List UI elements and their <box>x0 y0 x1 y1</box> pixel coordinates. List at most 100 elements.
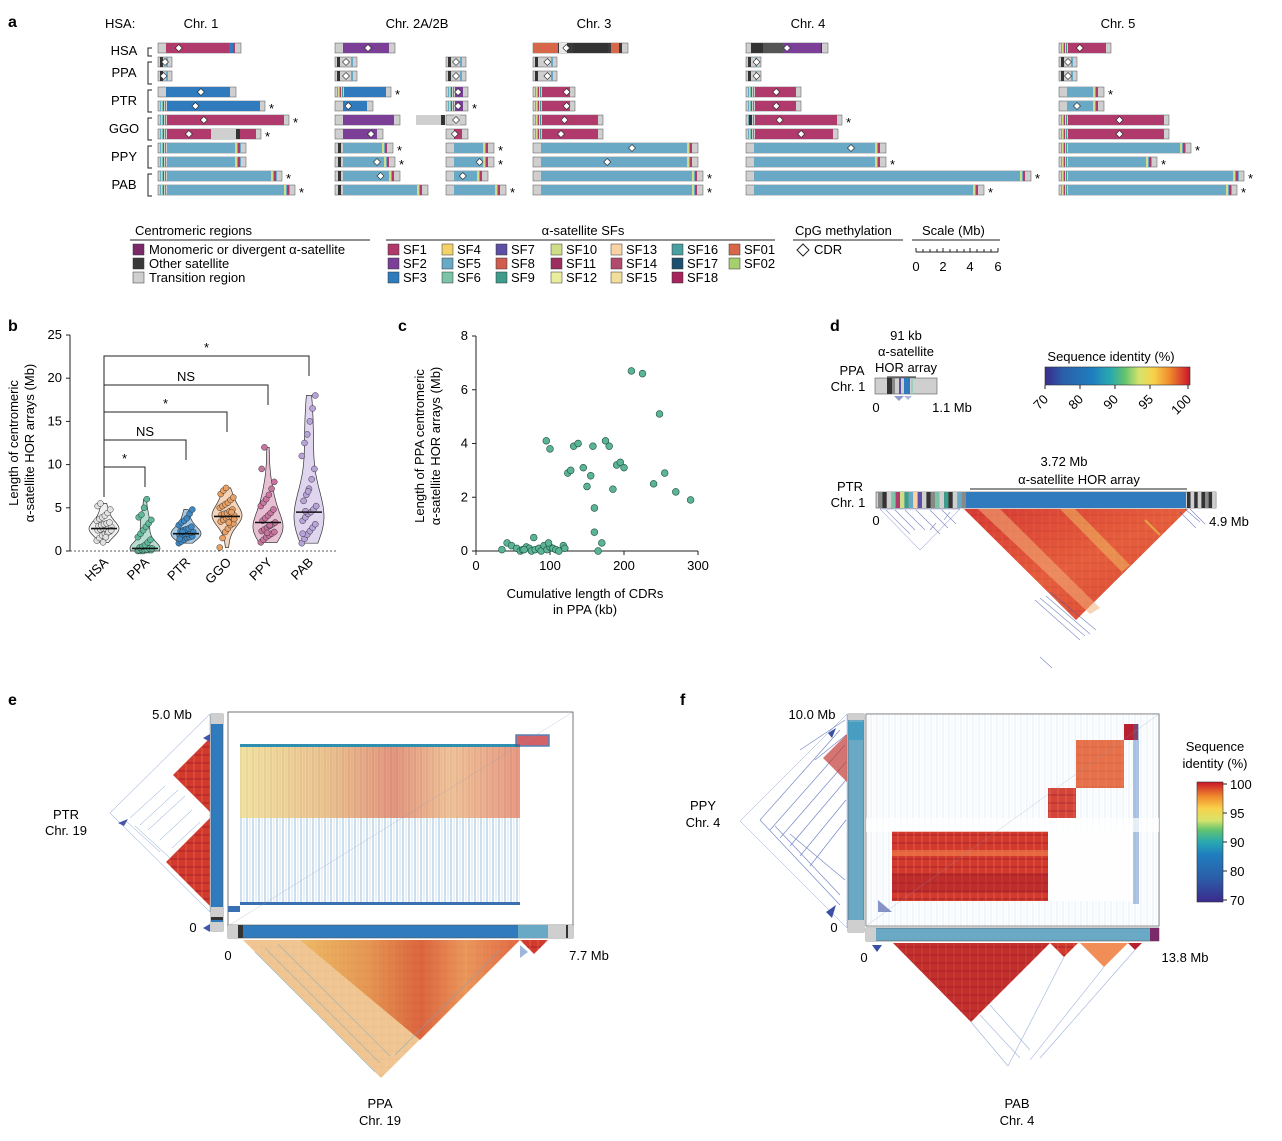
f-xmax: 13.8 Mb <box>1162 950 1209 965</box>
violin-point <box>97 500 104 507</box>
scatter-point <box>520 545 528 554</box>
legend-sf-item: SF3 <box>387 270 427 285</box>
violin-ggo: GGO <box>202 484 243 587</box>
cdr-diamond-icon <box>603 158 612 166</box>
b-sig-bracket <box>103 411 228 442</box>
significance-star: * <box>890 157 895 172</box>
legend-sf-swatch <box>550 271 563 284</box>
violin-point <box>301 439 308 447</box>
panel-c-xlabel-2: in PPA (kb) <box>553 602 617 617</box>
legend-item-other-satellite: Other satellite <box>149 256 229 271</box>
c-ytick-label: 0 <box>461 543 468 558</box>
d-ptr-array-label-2: α-satellite HOR array <box>1018 472 1140 487</box>
chromosome-bar <box>745 128 839 140</box>
f-colorbar <box>1196 781 1224 903</box>
chromosome-bar <box>334 100 374 112</box>
species-bracket <box>147 145 152 169</box>
legend-sf-swatch <box>610 243 623 256</box>
legend-sf-label: SF14 <box>626 256 657 271</box>
scatter-point <box>627 367 636 375</box>
chromosome-bar <box>1058 170 1245 182</box>
scatter-point <box>655 410 664 418</box>
legend-sf-swatch <box>387 243 400 256</box>
scatter-point <box>546 445 554 453</box>
violin-point <box>138 511 145 518</box>
violin-point <box>299 530 306 537</box>
violin-point <box>312 392 319 399</box>
chromosome-bar <box>157 170 283 182</box>
f-pab-bar <box>865 927 1160 942</box>
panel-c-ylabel-1: Length of PPA centromeric <box>412 369 427 523</box>
cdr-diamond-icon <box>543 58 552 66</box>
violin-pab: PAB <box>288 392 325 583</box>
b-sig-label: * <box>204 340 209 355</box>
c-ytick-label: 4 <box>461 436 468 451</box>
f-ppy-label-1: PPY <box>690 798 716 813</box>
chr-header-2: Chr. 2A/2B <box>386 16 449 31</box>
scatter-point <box>586 472 595 480</box>
cdr-diamond-icon <box>342 72 350 80</box>
chromosome-bar <box>532 42 629 54</box>
legend-sf-item: SF15 <box>610 270 657 285</box>
scatter-point <box>605 442 613 450</box>
chromosome-bar <box>745 170 1032 182</box>
scatter-point <box>660 469 669 477</box>
cdr-diamond-icon <box>159 72 168 80</box>
e-ppa-bar <box>227 924 574 939</box>
chromosome-bar <box>157 142 247 154</box>
legend-sf-swatch <box>610 257 623 270</box>
chromosome-bar <box>334 70 358 82</box>
legend-sf-swatch <box>387 257 400 270</box>
chromosome-bar <box>745 114 843 126</box>
significance-star: * <box>1241 185 1246 200</box>
d-ppa-start: 0 <box>872 400 879 415</box>
f-colorbar-tick-label: 70 <box>1230 893 1244 908</box>
b-sig-bracket <box>103 466 146 497</box>
significance-star: * <box>707 171 712 186</box>
cdr-diamond-icon <box>196 88 205 96</box>
legend-sf-swatch <box>441 243 454 256</box>
e-ptr-label-1: PTR <box>53 807 79 822</box>
legend-sf-label: SF4 <box>457 242 481 257</box>
legend-sf-item: SF11 <box>550 256 596 271</box>
b-ytick-label: 15 <box>48 413 62 428</box>
significance-star: * <box>846 115 851 130</box>
cdr-diamond-icon <box>450 130 459 138</box>
chromosome-bar <box>334 86 392 98</box>
violin-point <box>228 508 235 516</box>
violin-point <box>312 520 319 528</box>
chromosome-bar <box>532 170 704 182</box>
scatter-point <box>498 545 506 554</box>
legend-sf-swatch <box>495 243 508 256</box>
legend-sf-item: SF17 <box>671 256 718 271</box>
legend-sf-title: α-satellite SFs <box>542 223 625 238</box>
legend-sf-label: SF16 <box>687 242 718 257</box>
b-ytick-label: 0 <box>55 543 62 558</box>
violin-point <box>219 534 226 542</box>
b-sig-bracket <box>103 384 269 415</box>
chromosome-bar <box>334 128 384 140</box>
b-sig-label: NS <box>177 369 195 384</box>
d-ptr-heatmap <box>879 508 1206 669</box>
legend-cpg: CpG methylation CDR <box>793 223 903 257</box>
chromosome-bar <box>1058 56 1078 68</box>
significance-star: * <box>1248 171 1253 186</box>
legend-cpg-title: CpG methylation <box>795 223 892 238</box>
d-array-label-2: α-satellite <box>878 344 934 359</box>
legend-swatch-transition <box>132 271 145 284</box>
f-ymax: 10.0 Mb <box>789 707 836 722</box>
c-xtick-label: 300 <box>687 558 709 573</box>
cdr-diamond-icon <box>1064 72 1072 80</box>
chromosome-bar <box>532 114 604 126</box>
legend-sf-swatch <box>671 243 684 256</box>
significance-star: * <box>988 185 993 200</box>
violin-point <box>270 506 277 513</box>
significance-star: * <box>395 87 400 102</box>
cdr-diamond-icon <box>458 172 467 180</box>
scale-tick-2: 2 <box>939 259 946 274</box>
panel-c-ylabel-2: α-satellite HOR arrays (Mb) <box>428 367 443 525</box>
cdr-diamond-icon <box>191 102 200 110</box>
cdr-diamond-icon <box>783 44 791 52</box>
legend-sf-item: SF13 <box>610 242 657 257</box>
